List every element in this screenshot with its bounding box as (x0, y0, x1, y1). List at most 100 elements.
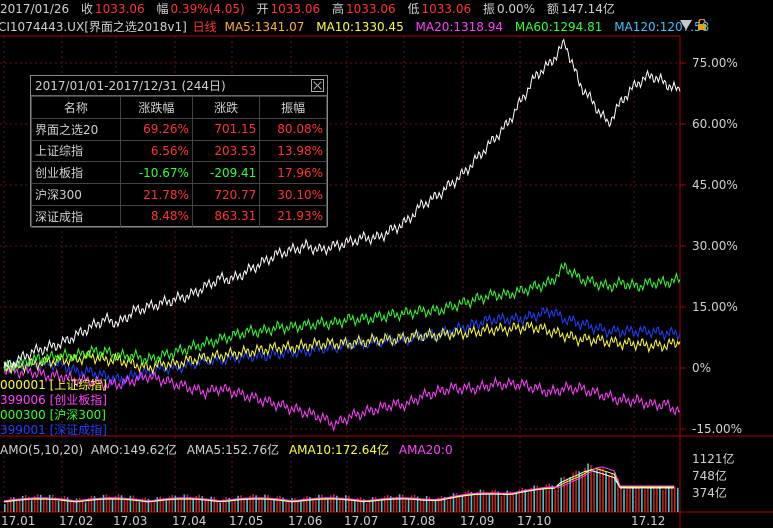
amo-bar (357, 497, 359, 512)
open-label: 开 (256, 2, 269, 16)
amo-bar (368, 500, 371, 512)
amo-bar (530, 488, 532, 512)
amo-bar (210, 496, 212, 512)
amo-bar (243, 497, 245, 512)
table-cell-chg: 701.15 (191, 117, 261, 141)
amo-bar (458, 495, 461, 512)
ma60-value: MA60:1294.81 (514, 20, 603, 34)
amo-bar (578, 471, 580, 512)
table-row[interactable]: 深证成指 8.48% 863.31 21.93% (31, 204, 327, 228)
amo-bar (309, 496, 311, 512)
amo-bar (674, 486, 676, 512)
amo-bar (96, 499, 99, 512)
high-label: 高 (331, 2, 344, 16)
amo-bar (455, 493, 458, 512)
amo-bar (144, 497, 147, 512)
amo-bar (533, 485, 535, 512)
amo-bar (126, 498, 129, 512)
amo-bar (321, 494, 323, 512)
amo-bar (36, 494, 39, 512)
table-header: 涨跌 (191, 96, 261, 119)
amp-value: 0.00% (496, 2, 536, 16)
amo-bar (333, 494, 335, 512)
amo-bar (150, 502, 153, 512)
amo-bar (117, 494, 120, 512)
amo-bar (48, 495, 51, 512)
table-cell-amp: 80.08% (259, 117, 327, 141)
dropdown-triangle-icon[interactable] (680, 20, 692, 30)
amo-bar (557, 485, 559, 512)
amo-bar (380, 500, 383, 512)
amo-bar (437, 497, 440, 512)
amo-bar (276, 496, 278, 512)
table-cell-amp: 17.96% (259, 161, 327, 185)
amo-bar (45, 497, 48, 512)
y-tick-label: 30.00% (692, 239, 738, 253)
amo-bar (216, 500, 218, 512)
amo-title: AMO(5,10,20) (0, 443, 84, 457)
amo-bar (90, 495, 93, 512)
table-cell-name: 沪深300 (31, 183, 121, 206)
amount-value: 147.14亿 (560, 2, 615, 16)
amo-bar (464, 491, 467, 512)
amo-bar (416, 496, 419, 512)
legend-item[interactable]: 399006 [创业板指] (0, 393, 107, 407)
table-row[interactable]: 上证综指 6.56% 203.53 13.98% (31, 139, 327, 163)
amo-bar (635, 486, 637, 512)
amo-bar (587, 463, 589, 512)
amo-bar (473, 495, 476, 512)
x-tick-label: 17.05 (229, 514, 264, 528)
amo-bar (111, 499, 114, 512)
amo-bar (566, 478, 568, 512)
amo-bar (611, 473, 613, 512)
amo-bar (19, 499, 21, 512)
table-row[interactable]: 界面之选20 69.26% 701.15 80.08% (31, 117, 327, 141)
amo-bar (476, 491, 479, 512)
x-tick-label: 17.12 (631, 514, 666, 528)
amo-tick-label: 1121亿 (692, 452, 735, 466)
amo-bar (291, 498, 293, 512)
amo-bar (10, 497, 12, 512)
amo-bar (255, 495, 257, 512)
amo-bar (300, 501, 302, 512)
table-row[interactable]: 创业板指 -10.67% -209.41 17.96% (31, 161, 327, 185)
amo-bar (581, 473, 583, 512)
amo-bar (431, 499, 434, 512)
amo-bar (234, 499, 236, 512)
amo-bar (503, 492, 506, 512)
amo-bar (575, 470, 577, 512)
lock-icon[interactable] (697, 19, 707, 31)
amo-bar (515, 493, 518, 512)
amo-bar (599, 467, 601, 512)
amo-ma-line (3, 466, 674, 502)
legend-item[interactable]: 399001 [深证成指] (0, 423, 107, 437)
amo-bar (162, 498, 165, 512)
amo-bar (395, 496, 398, 512)
amo-bar (584, 467, 586, 512)
amo-bar (16, 500, 18, 512)
amo-bar (644, 489, 646, 512)
amo-bar (461, 495, 464, 512)
table-cell-chg: -209.41 (191, 161, 261, 185)
table-row[interactable]: 沪深300 21.78% 720.77 30.10% (31, 183, 327, 206)
amo-bar (497, 491, 500, 512)
amo-bar (75, 498, 78, 512)
legend-item[interactable]: 000300 [沪深300] (0, 408, 106, 422)
amo-bar (114, 495, 117, 512)
amo-bar (641, 488, 643, 512)
period-stats-popup: 2017/01/01-2017/12/31 (244日) 名称 涨跌幅 涨跌 振幅 界… (30, 75, 328, 228)
amo-bar (141, 498, 144, 512)
amo-bar (222, 499, 224, 512)
period-selector[interactable]: 日线 (192, 20, 217, 34)
amo-bar (174, 495, 177, 512)
amo-bar (617, 478, 619, 512)
amo-bar (7, 499, 9, 512)
legend-item[interactable]: 000001 [上证综指] (0, 378, 107, 392)
close-icon[interactable] (311, 79, 324, 92)
amo-bar (57, 500, 60, 512)
amo-bar (629, 487, 631, 512)
amo-bar (407, 498, 410, 512)
amo-bar (386, 494, 389, 512)
amo-bar (422, 498, 425, 512)
amo-bar (138, 501, 141, 512)
